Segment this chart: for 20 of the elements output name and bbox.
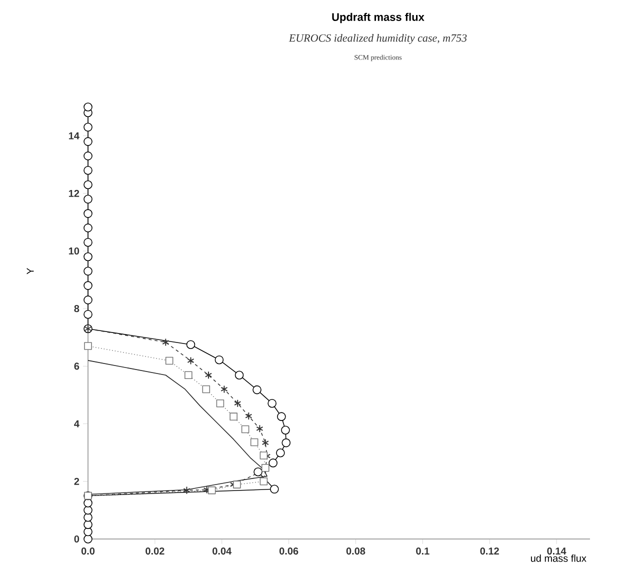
x-tick-label: 0.14: [547, 548, 566, 555]
y-tick-label: 12: [68, 190, 80, 197]
y-tick-label: 8: [74, 305, 80, 312]
y-tick-label: 14: [68, 132, 80, 140]
y-tick-label: 0: [74, 535, 80, 543]
y-tick-label: 2: [74, 478, 80, 485]
chart-subtitle: EUROCS idealized humidity case, m753: [288, 34, 467, 44]
x-tick-label: 0.04: [212, 548, 232, 555]
y-axis-title: Y: [26, 268, 34, 274]
x-tick-label: 0.1: [416, 548, 430, 555]
x-tick-label: 0.02: [146, 548, 164, 555]
y-tick-label: 6: [74, 362, 80, 370]
x-tick-label: 0.08: [346, 548, 366, 555]
y-tick-label: 10: [68, 247, 80, 255]
y-tick-label: 4: [74, 420, 80, 428]
x-axis-title: ud mass flux: [530, 554, 586, 562]
x-tick-label: 0.06: [279, 548, 298, 555]
chart-title: Updraft mass flux: [332, 12, 424, 24]
x-tick-label: 0.0: [81, 548, 95, 555]
x-tick-label: 0.12: [480, 548, 499, 555]
